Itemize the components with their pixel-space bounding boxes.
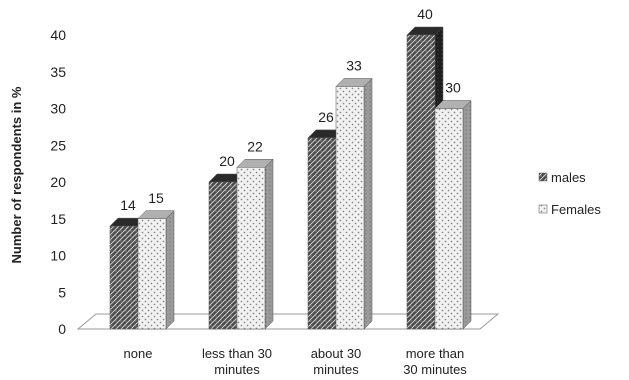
y-tick-label: 35 — [50, 64, 66, 80]
y-tick-label: 25 — [50, 137, 66, 153]
legend-item-males: males — [538, 170, 586, 185]
y-axis: 0 5 10 15 20 25 30 35 40 — [50, 27, 66, 337]
y-tick-label: 5 — [58, 284, 66, 300]
x-category-label: 30 minutes — [403, 362, 467, 377]
bar-females-3 — [434, 99, 472, 330]
data-label-females-1: 22 — [247, 138, 263, 154]
bar-females-1 — [236, 158, 274, 330]
data-label-males-3: 40 — [417, 6, 433, 22]
legend: males Females — [538, 170, 601, 217]
bar-females-2 — [335, 77, 373, 330]
legend-swatch — [538, 172, 548, 182]
x-category-label: less than 30 — [202, 346, 272, 361]
y-tick-label: 0 — [58, 321, 66, 337]
data-label-females-2: 33 — [346, 57, 362, 73]
legend-label: Females — [551, 202, 601, 217]
legend-item-females: Females — [538, 202, 601, 217]
data-label-males-2: 26 — [318, 109, 334, 125]
x-category-label: minutes — [313, 362, 359, 377]
x-category-label: about 30 — [311, 346, 362, 361]
data-label-females-3: 30 — [445, 80, 461, 96]
bars — [109, 26, 472, 330]
y-axis-label: Number of respondents in % — [9, 86, 24, 263]
data-label-males-1: 20 — [219, 153, 235, 169]
x-category-label: more than — [406, 346, 465, 361]
data-label-males-0: 14 — [120, 197, 136, 213]
y-tick-label: 30 — [50, 101, 66, 117]
bar-females-0 — [137, 210, 175, 330]
y-tick-label: 15 — [50, 211, 66, 227]
data-label-females-0: 15 — [148, 190, 164, 206]
x-category-label: none — [124, 346, 153, 361]
y-tick-label: 40 — [50, 27, 66, 43]
y-tick-label: 10 — [50, 248, 66, 264]
y-tick-label: 20 — [50, 174, 66, 190]
legend-swatch — [538, 204, 548, 214]
x-category-label: minutes — [214, 362, 260, 377]
legend-label: males — [551, 170, 586, 185]
data-labels: 14 15 20 22 26 33 40 30 — [120, 6, 461, 213]
